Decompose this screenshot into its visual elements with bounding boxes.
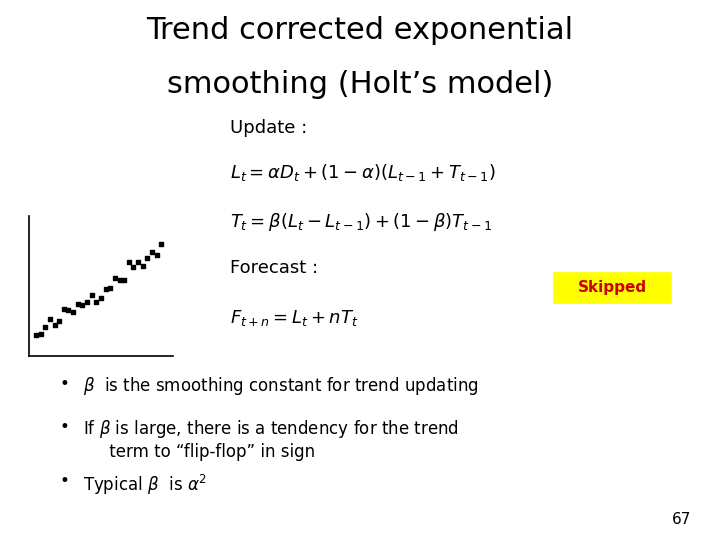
Point [109,274,121,282]
Text: •: • [60,418,70,436]
Text: $\beta$  is the smoothing constant for trend updating: $\beta$ is the smoothing constant for tr… [83,375,479,397]
Point [104,284,116,292]
Text: $F_{t+n} = L_t + nT_t$: $F_{t+n} = L_t + nT_t$ [230,308,359,328]
Text: 67: 67 [672,511,691,526]
Point [156,239,167,248]
Point [44,315,55,324]
Point [40,323,51,332]
Point [53,317,65,326]
Text: Skipped: Skipped [577,280,647,295]
Point [118,275,130,284]
Text: Trend corrected exponential: Trend corrected exponential [146,16,574,45]
Point [114,276,125,285]
Text: Update :: Update : [230,119,307,137]
Point [146,247,158,256]
Point [58,305,70,313]
Text: •: • [60,375,70,393]
Point [137,262,148,271]
Point [151,250,163,259]
FancyBboxPatch shape [553,272,671,303]
Point [81,298,93,306]
Text: $T_t = \beta(L_t - L_{t-1}) + (1-\beta)T_{t-1}$: $T_t = \beta(L_t - L_{t-1}) + (1-\beta)T… [230,211,492,233]
Point [127,262,139,271]
Point [100,285,112,293]
Text: Forecast :: Forecast : [230,259,318,277]
Point [49,320,60,329]
Point [72,300,84,308]
Text: Typical $\beta$  is $\alpha^2$: Typical $\beta$ is $\alpha^2$ [83,472,207,497]
Point [35,330,46,339]
Point [142,254,153,262]
Point [68,308,79,316]
Point [91,298,102,307]
Text: •: • [60,472,70,490]
Point [86,291,97,300]
Point [123,258,135,266]
Text: If $\beta$ is large, there is a tendency for the trend
     term to “flip-flop” : If $\beta$ is large, there is a tendency… [83,418,459,461]
Text: smoothing (Holt’s model): smoothing (Holt’s model) [167,70,553,99]
Point [63,305,74,314]
Point [76,301,88,310]
Point [95,294,107,302]
Point [132,258,144,266]
Text: $L_t = \alpha D_t + (1-\alpha)(L_{t-1} + T_{t-1})$: $L_t = \alpha D_t + (1-\alpha)(L_{t-1} +… [230,162,496,183]
Point [30,330,42,339]
